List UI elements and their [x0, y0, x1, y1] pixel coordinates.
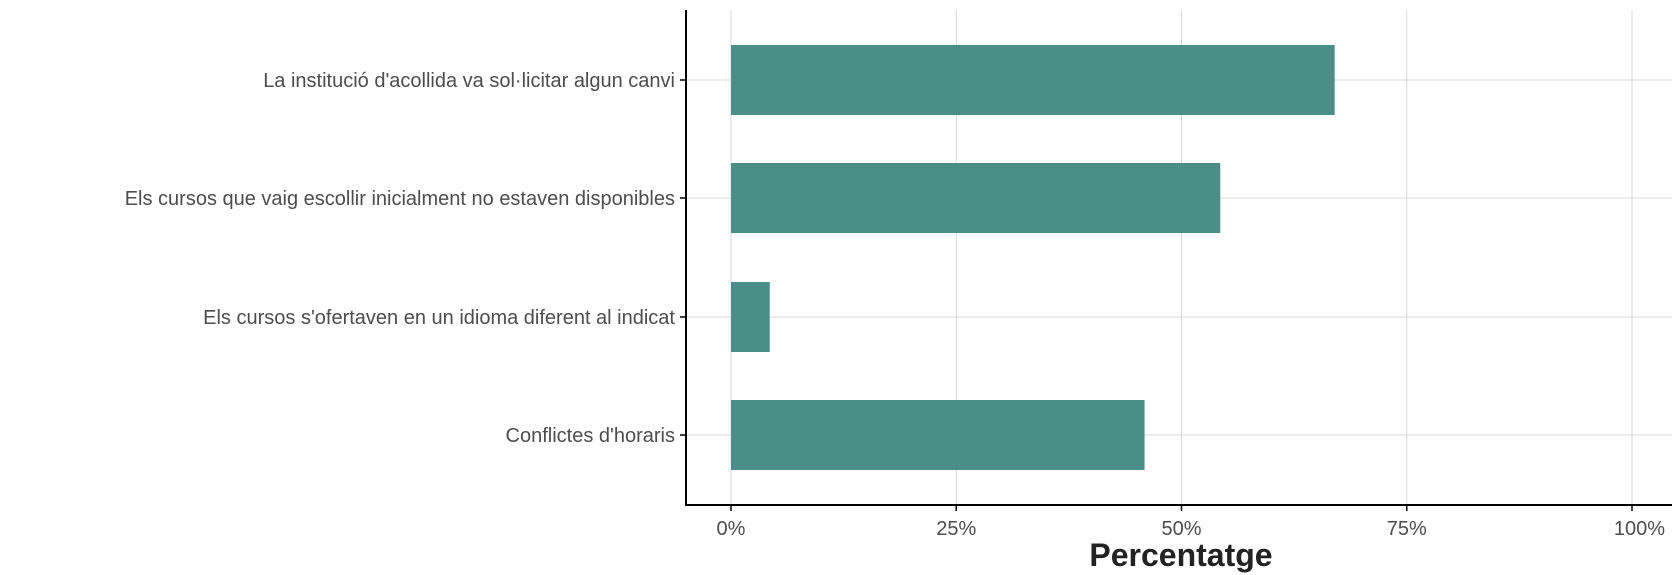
bar: [731, 163, 1221, 233]
bar: [731, 282, 770, 352]
bar: [731, 400, 1145, 470]
axes: [680, 10, 1672, 511]
x-tick-label: 0%: [717, 518, 746, 540]
category-label: Els cursos que vaig escollir inicialment…: [125, 188, 675, 210]
x-tick-label: 100%: [1614, 518, 1665, 540]
x-tick-label: 75%: [1387, 518, 1427, 540]
bars: [731, 45, 1335, 470]
x-tick-label: 50%: [1161, 518, 1201, 540]
category-label: Els cursos s'ofertaven en un idioma dife…: [203, 307, 675, 329]
category-label: Conflictes d'horaris: [506, 425, 675, 447]
category-label: La institució d'acollida va sol·licitar …: [263, 70, 675, 92]
x-axis-title: Percentatge: [1089, 537, 1272, 573]
bar: [731, 45, 1335, 115]
x-tick-label: 25%: [936, 518, 976, 540]
labels: 0% 25% 50% 75% 100% La institució d'acollida …: [125, 70, 1666, 540]
